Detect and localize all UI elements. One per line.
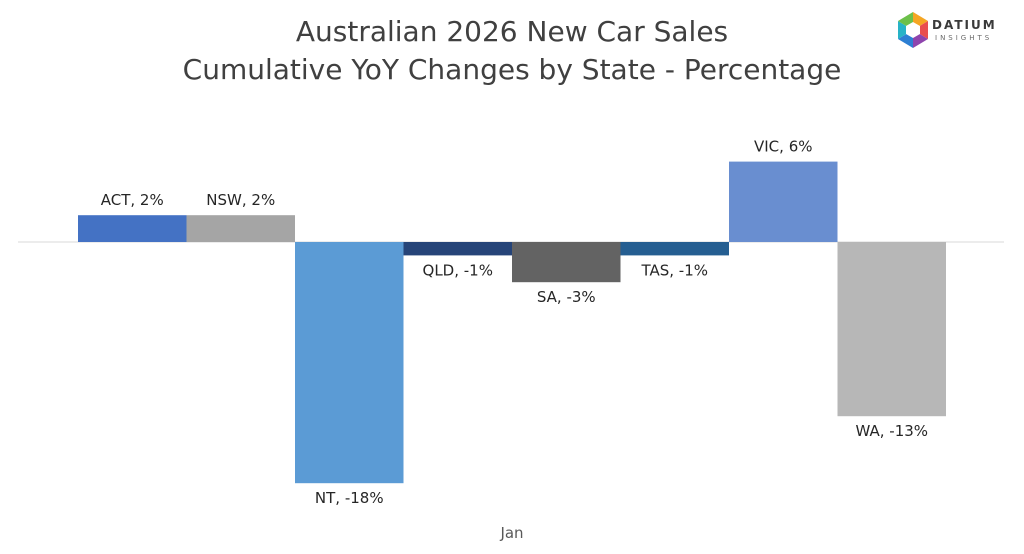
datium-logo-icon bbox=[898, 12, 928, 48]
chart-title-line-1: Australian 2026 New Car Sales bbox=[295, 15, 729, 48]
bar-nt bbox=[295, 242, 404, 484]
logo-sub-text: INSIGHTS bbox=[935, 34, 993, 42]
bar-nsw bbox=[186, 215, 295, 242]
data-label-qld: QLD, -1% bbox=[423, 261, 493, 279]
logo-brand-text: DATIUM bbox=[932, 18, 997, 32]
data-label-nsw: NSW, 2% bbox=[206, 191, 275, 209]
bar-tas bbox=[620, 242, 729, 256]
data-label-wa: WA, -13% bbox=[855, 422, 928, 440]
datium-logo: DATIUM INSIGHTS bbox=[898, 12, 1018, 52]
bar-wa bbox=[837, 242, 946, 417]
bar-qld bbox=[403, 242, 512, 256]
data-label-nt: NT, -18% bbox=[315, 489, 384, 507]
data-label-sa: SA, -3% bbox=[537, 288, 596, 306]
bar-act bbox=[78, 215, 187, 242]
chart-title-line-2: Cumulative YoY Changes by State - Percen… bbox=[182, 53, 842, 86]
data-label-act: ACT, 2% bbox=[101, 191, 164, 209]
bar-vic bbox=[729, 161, 838, 242]
data-label-tas: TAS, -1% bbox=[640, 261, 708, 279]
bar-sa bbox=[512, 242, 621, 283]
data-label-vic: VIC, 6% bbox=[754, 138, 813, 156]
x-category-label: Jan bbox=[499, 524, 523, 542]
